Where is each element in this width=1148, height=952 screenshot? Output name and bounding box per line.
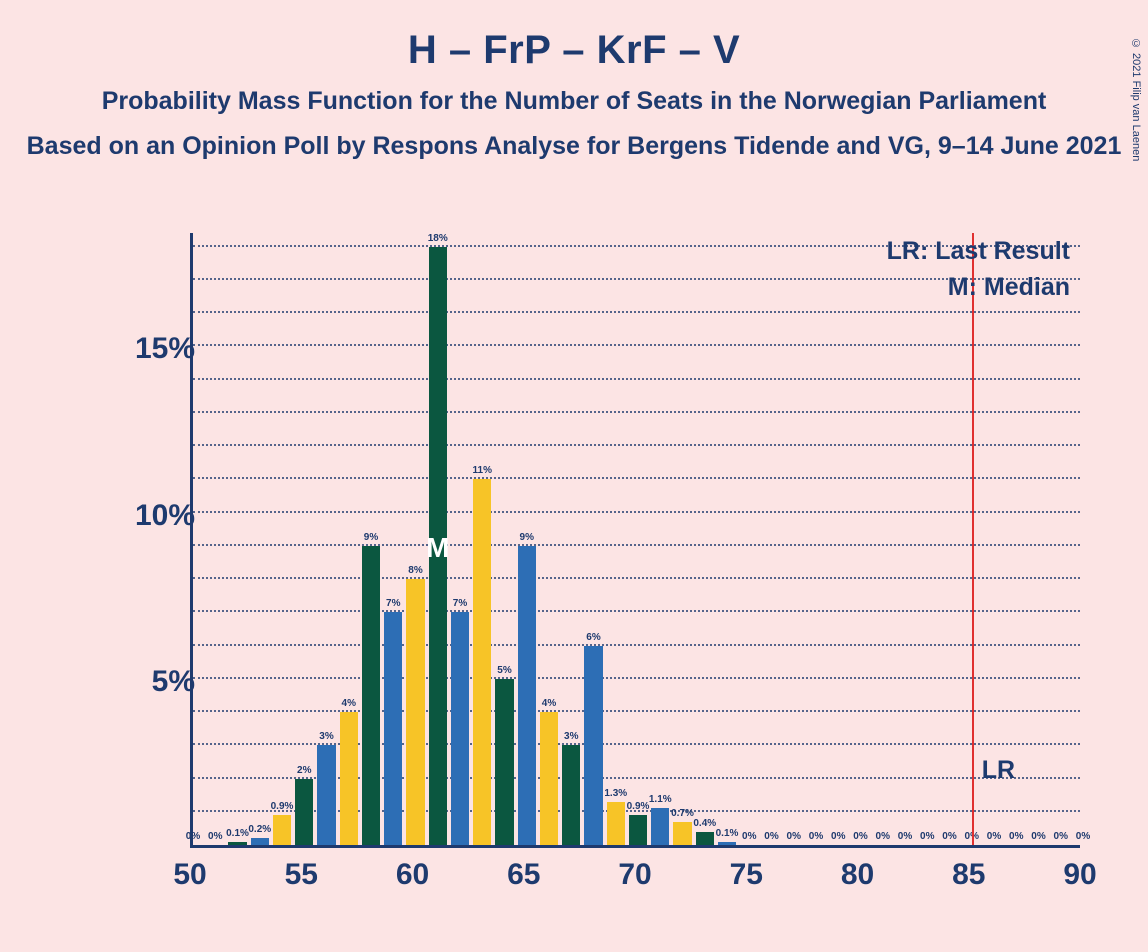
bar bbox=[340, 712, 358, 845]
bar bbox=[607, 802, 625, 845]
last-result-line bbox=[972, 233, 974, 845]
bar-value-label: 0.4% bbox=[693, 818, 716, 829]
gridline bbox=[193, 677, 1080, 679]
copyright-text: © 2021 Filip van Laenen bbox=[1130, 38, 1142, 161]
y-axis-label: 15% bbox=[105, 332, 195, 366]
legend-median: M: Median bbox=[948, 273, 1070, 302]
gridline bbox=[193, 644, 1080, 646]
bar bbox=[562, 745, 580, 845]
bar-value-label: 18% bbox=[428, 233, 448, 244]
bar bbox=[718, 842, 736, 845]
bar bbox=[295, 779, 313, 845]
bar-value-label: 0.9% bbox=[627, 801, 650, 812]
gridline bbox=[193, 477, 1080, 479]
bar bbox=[362, 546, 380, 845]
x-axis-label: 85 bbox=[952, 858, 985, 892]
bar-value-label: 1.1% bbox=[649, 794, 672, 805]
bar-value-label: 0% bbox=[942, 831, 956, 842]
bar-value-label: 9% bbox=[520, 532, 534, 543]
bar-value-label: 0% bbox=[1076, 831, 1090, 842]
bar-value-label: 0% bbox=[898, 831, 912, 842]
bar-value-label: 9% bbox=[364, 532, 378, 543]
bar bbox=[317, 745, 335, 845]
gridline bbox=[193, 411, 1080, 413]
x-axis-label: 75 bbox=[730, 858, 763, 892]
x-axis-label: 65 bbox=[507, 858, 540, 892]
bar bbox=[228, 842, 246, 845]
legend-last-result: LR: Last Result bbox=[887, 237, 1070, 266]
bar-value-label: 7% bbox=[386, 598, 400, 609]
chart-subtitle-1: Probability Mass Function for the Number… bbox=[0, 87, 1148, 116]
gridline bbox=[193, 311, 1080, 313]
bar-value-label: 0% bbox=[853, 831, 867, 842]
bar-value-label: 0% bbox=[1054, 831, 1068, 842]
bar-value-label: 0% bbox=[831, 831, 845, 842]
bar-value-label: 1.3% bbox=[604, 788, 627, 799]
x-axis-label: 50 bbox=[173, 858, 206, 892]
bar bbox=[384, 612, 402, 845]
bar-value-label: 0% bbox=[208, 831, 222, 842]
bar-value-label: 0% bbox=[987, 831, 1001, 842]
chart-area: 0%0%0.1%0.2%0.9%2%3%4%9%7%8%18%7%11%5%9%… bbox=[80, 233, 1100, 913]
bar-value-label: 4% bbox=[342, 698, 356, 709]
bar bbox=[429, 247, 447, 845]
x-axis-label: 70 bbox=[618, 858, 651, 892]
bar-value-label: 0% bbox=[787, 831, 801, 842]
bar bbox=[696, 832, 714, 845]
bar bbox=[673, 822, 691, 845]
gridline bbox=[193, 511, 1080, 513]
bar-value-label: 11% bbox=[473, 465, 492, 476]
bar bbox=[473, 479, 491, 845]
bar bbox=[451, 612, 469, 845]
gridline bbox=[193, 344, 1080, 346]
bar-value-label: 0% bbox=[1009, 831, 1023, 842]
bar-value-label: 0.9% bbox=[271, 801, 294, 812]
bar-value-label: 0% bbox=[809, 831, 823, 842]
gridline bbox=[193, 444, 1080, 446]
bar-value-label: 2% bbox=[297, 765, 311, 776]
y-axis-label: 5% bbox=[105, 665, 195, 699]
bar bbox=[495, 679, 513, 845]
gridline bbox=[193, 378, 1080, 380]
bar-value-label: 0.7% bbox=[671, 808, 694, 819]
titles-block: H – FrP – KrF – V Probability Mass Funct… bbox=[0, 28, 1148, 161]
bar-value-label: 0% bbox=[742, 831, 756, 842]
bar bbox=[406, 579, 424, 845]
x-axis-label: 55 bbox=[285, 858, 318, 892]
last-result-label: LR bbox=[982, 756, 1015, 785]
bar bbox=[251, 838, 269, 845]
bar-value-label: 0% bbox=[1031, 831, 1045, 842]
bar-value-label: 0.1% bbox=[226, 828, 249, 839]
bar-value-label: 3% bbox=[564, 731, 578, 742]
bar-value-label: 0.2% bbox=[248, 824, 271, 835]
bar-value-label: 4% bbox=[542, 698, 556, 709]
y-axis-label: 10% bbox=[105, 499, 195, 533]
gridline bbox=[193, 610, 1080, 612]
bar bbox=[651, 808, 669, 845]
bar-value-label: 0% bbox=[876, 831, 890, 842]
x-axis-label: 80 bbox=[841, 858, 874, 892]
chart-title: H – FrP – KrF – V bbox=[0, 28, 1148, 73]
x-axis-label: 90 bbox=[1063, 858, 1096, 892]
bar-value-label: 5% bbox=[497, 665, 511, 676]
x-axis-label: 60 bbox=[396, 858, 429, 892]
plot-area: 0%0%0.1%0.2%0.9%2%3%4%9%7%8%18%7%11%5%9%… bbox=[190, 233, 1080, 848]
bar bbox=[518, 546, 536, 845]
bar-value-label: 3% bbox=[319, 731, 333, 742]
bar-value-label: 0% bbox=[920, 831, 934, 842]
bar bbox=[629, 815, 647, 845]
gridline bbox=[193, 577, 1080, 579]
bar-value-label: 8% bbox=[408, 565, 422, 576]
gridline bbox=[193, 544, 1080, 546]
chart-subtitle-2: Based on an Opinion Poll by Respons Anal… bbox=[0, 132, 1148, 161]
bar-value-label: 7% bbox=[453, 598, 467, 609]
bar bbox=[273, 815, 291, 845]
bar bbox=[584, 646, 602, 845]
bar-value-label: 0% bbox=[764, 831, 778, 842]
bar-value-label: 0% bbox=[186, 831, 200, 842]
bar-value-label: 0.1% bbox=[716, 828, 739, 839]
bar bbox=[540, 712, 558, 845]
gridline bbox=[193, 710, 1080, 712]
bar-value-label: 6% bbox=[586, 632, 600, 643]
